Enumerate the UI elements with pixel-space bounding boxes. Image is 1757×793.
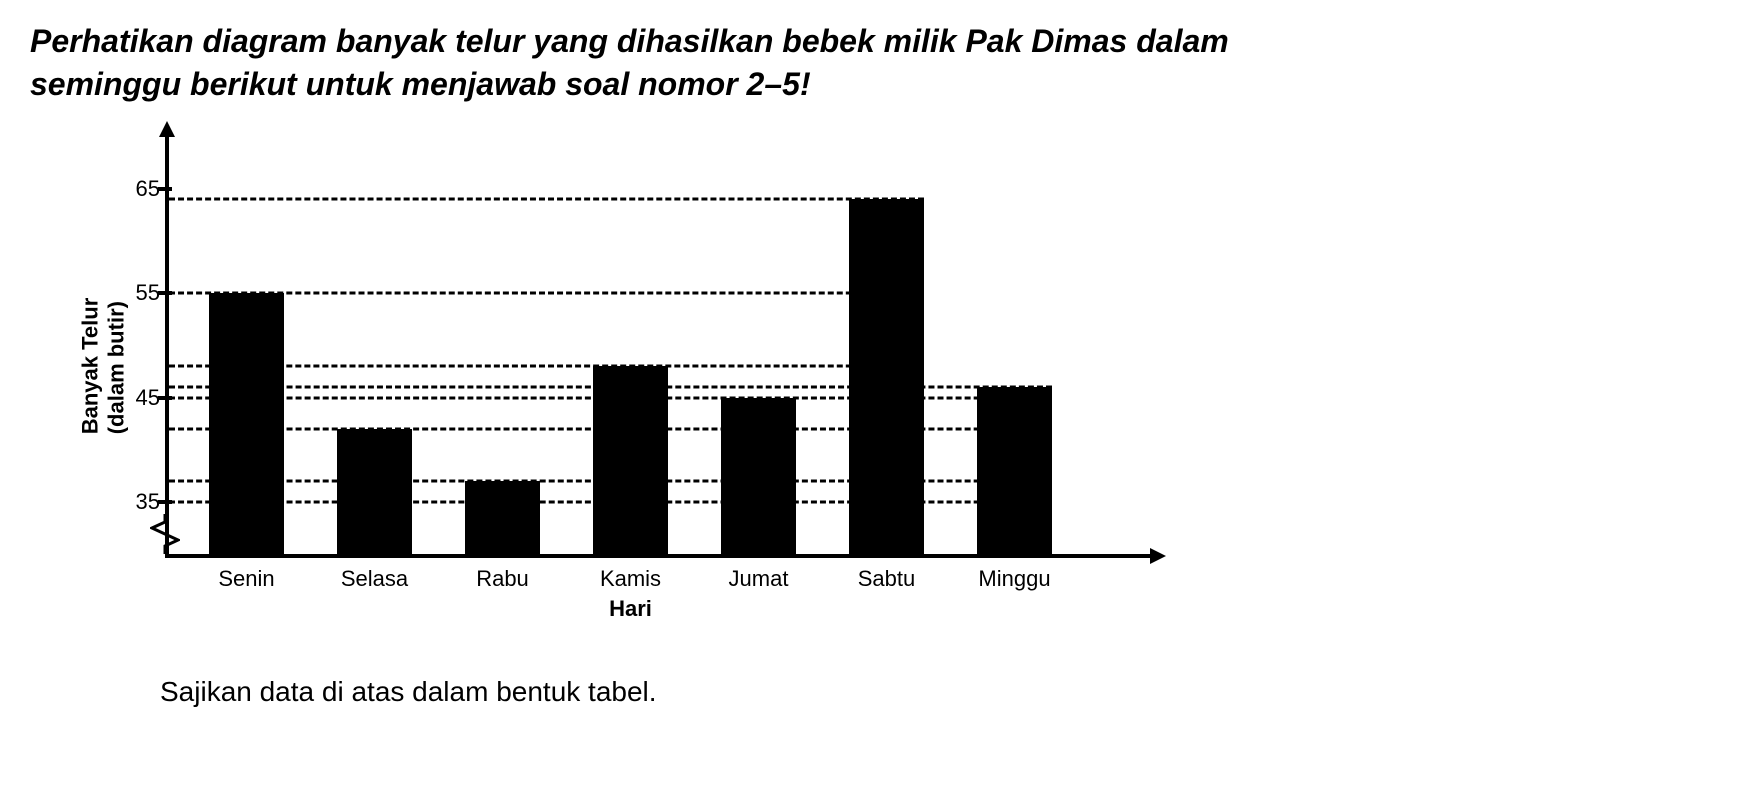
reference-line [169,365,924,368]
y-tick-label: 65 [136,176,160,202]
x-axis-label: Hari [609,596,652,622]
reference-line [169,501,1052,504]
x-tick-label: Jumat [729,566,789,592]
y-tick-label: 55 [136,280,160,306]
bar [337,429,412,554]
y-axis-arrow-icon [159,121,175,137]
reference-line [169,198,924,201]
title-line-1: Perhatikan diagram banyak telur yang dih… [30,23,1229,59]
question-text: Sajikan data di atas dalam bentuk tabel. [160,676,1727,708]
bar-chart: Banyak Telur (dalam butir) 35455565Senin… [90,126,1190,606]
x-axis-arrow-icon [1150,548,1166,564]
reference-line [169,386,1052,389]
bar [465,481,540,554]
bar [977,387,1052,554]
bar [721,398,796,555]
reference-line [169,480,1052,483]
y-tick-label: 45 [136,385,160,411]
bar [593,366,668,554]
x-tick-label: Senin [218,566,274,592]
reference-line [169,292,924,295]
chart-instruction-title: Perhatikan diagram banyak telur yang dih… [30,20,1680,106]
bar [209,293,284,554]
x-axis-line [165,554,1155,558]
y-axis-label-line2: (dalam butir) [103,298,129,435]
title-line-2: seminggu berikut untuk menjawab soal nom… [30,66,811,102]
x-tick-label: Minggu [978,566,1050,592]
reference-line [169,427,1052,430]
x-tick-label: Kamis [600,566,661,592]
x-tick-label: Rabu [476,566,529,592]
y-axis-label: Banyak Telur (dalam butir) [77,298,129,435]
y-axis-label-line1: Banyak Telur [77,298,103,435]
reference-line [169,396,1052,399]
y-tick-mark [158,187,172,191]
y-tick-label: 35 [136,489,160,515]
x-tick-label: Selasa [341,566,408,592]
x-tick-label: Sabtu [858,566,916,592]
